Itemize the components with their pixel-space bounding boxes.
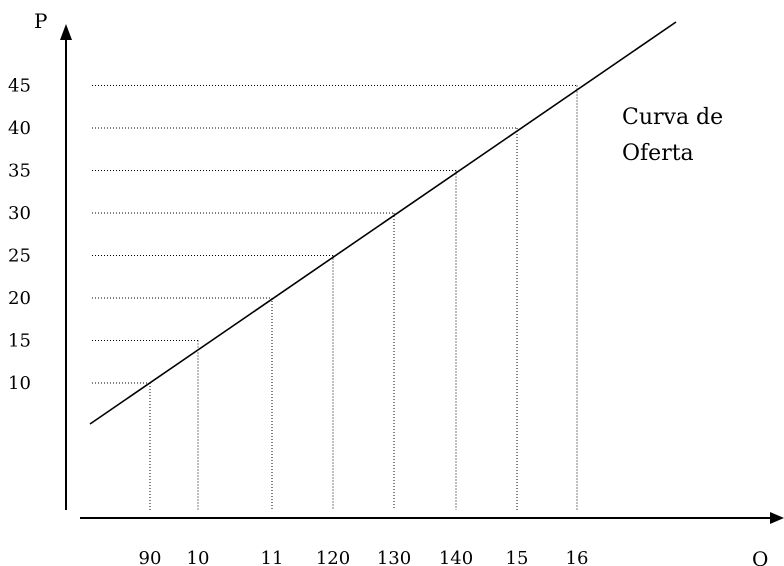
y-tick-label-25: 25: [8, 246, 31, 267]
supply-curve-label: Curva de Oferta: [622, 105, 723, 166]
y-tick-label-15: 15: [8, 331, 31, 352]
axes: [60, 24, 784, 524]
x-axis-arrowhead: [770, 512, 784, 524]
guide-lines: [92, 85, 578, 510]
y-tick-label-45: 45: [8, 76, 31, 97]
y-tick-label-10: 10: [8, 373, 31, 394]
y-tick-label-20: 20: [8, 288, 31, 309]
y-axis-arrowhead: [60, 24, 72, 40]
x-tick-label-0: 90: [139, 548, 162, 566]
x-tick-label-6: 15: [506, 548, 529, 566]
x-tick-label-5: 140: [439, 548, 473, 566]
x-tick-label-3: 120: [316, 548, 350, 566]
x-tick-label-1: 10: [187, 548, 210, 566]
x-tick-label-7: 16: [566, 548, 589, 566]
x-tick-labels: 90 10 11 120 130 140 15 16: [139, 548, 589, 566]
supply-curve-label-line-2: Oferta: [622, 141, 694, 166]
x-tick-label-4: 130: [377, 548, 411, 566]
y-axis-title: P: [34, 9, 47, 33]
supply-curve-label-line-1: Curva de: [622, 105, 723, 130]
y-tick-label-30: 30: [8, 203, 31, 224]
x-tick-label-2: 11: [261, 548, 284, 566]
y-tick-label-35: 35: [8, 161, 31, 182]
y-tick-label-40: 40: [8, 118, 31, 139]
y-tick-labels: 10 15 20 25 30 35 40 45: [8, 76, 31, 395]
x-axis-title: Q: [752, 547, 768, 566]
supply-curve-line: [89, 21, 677, 425]
